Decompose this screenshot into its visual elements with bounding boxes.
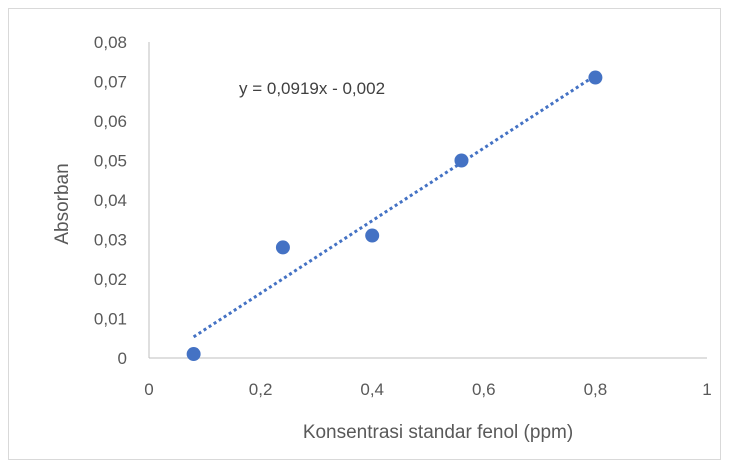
y-tick-labels: 0 0,01 0,02 0,03 0,04 0,05 0,06 0,07 0,08 <box>94 33 127 368</box>
trendline-equation: y = 0,0919x - 0,002 <box>239 79 385 98</box>
y-tick-label: 0,02 <box>94 270 127 289</box>
x-tick-label: 0,2 <box>249 380 273 399</box>
trendline <box>192 74 597 339</box>
data-point <box>186 347 201 362</box>
x-tick-label: 0,8 <box>584 380 608 399</box>
y-axis-title: Absorban <box>52 163 73 244</box>
data-points <box>186 70 603 362</box>
y-tick-label: 0,05 <box>94 152 127 171</box>
y-tick-label: 0,07 <box>94 73 127 92</box>
y-tick-label: 0,01 <box>94 310 127 329</box>
data-point <box>275 240 290 255</box>
x-tick-labels: 0 0,2 0,4 0,6 0,8 1 <box>144 380 711 399</box>
scatter-chart: 0 0,01 0,02 0,03 0,04 0,05 0,06 0,07 0,08 0 0,2 0,… <box>52 33 712 443</box>
chart-area: 0 0,01 0,02 0,03 0,04 0,05 0,06 0,07 0,08 0 0,2 0,… <box>8 8 721 460</box>
data-point <box>365 228 380 243</box>
x-tick-label: 0,4 <box>360 380 384 399</box>
y-tick-label: 0,08 <box>94 33 127 52</box>
y-tick-label: 0,04 <box>94 191 127 210</box>
x-tick-label: 0 <box>144 380 153 399</box>
data-point <box>454 153 469 168</box>
y-tick-label: 0,03 <box>94 231 127 250</box>
y-tick-label: 0 <box>118 349 127 368</box>
y-tick-label: 0,06 <box>94 112 127 131</box>
data-point <box>588 70 603 85</box>
x-tick-label: 0,6 <box>472 380 496 399</box>
x-axis-title: Konsentrasi standar fenol (ppm) <box>303 422 573 443</box>
x-tick-label: 1 <box>702 380 711 399</box>
